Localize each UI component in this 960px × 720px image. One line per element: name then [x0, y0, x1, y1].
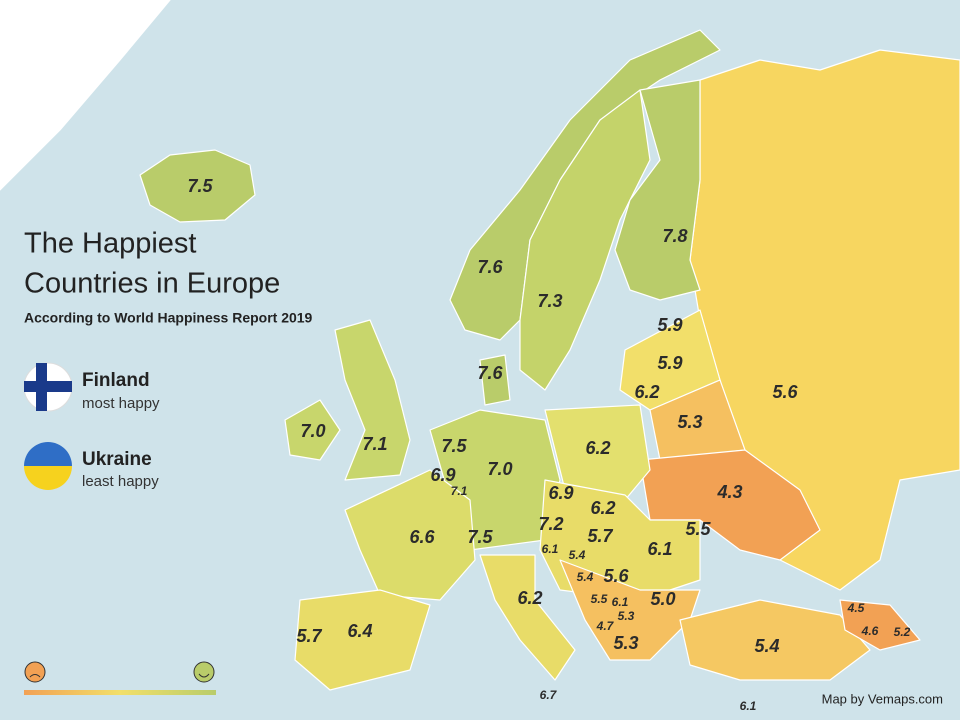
happiness-score: 7.1 — [362, 434, 387, 454]
ukraine-flag — [24, 442, 72, 490]
denmark — [479, 354, 511, 406]
highlight-note: most happy — [82, 395, 160, 412]
happiness-score: 4.3 — [716, 482, 742, 502]
happy-face — [193, 661, 215, 683]
happiness-score: 6.2 — [634, 382, 659, 402]
finland-flag-cross — [24, 381, 72, 392]
happiness-score: 7.5 — [467, 527, 493, 547]
happiness-score: 5.5 — [685, 519, 711, 539]
balkans — [559, 559, 701, 661]
highlight-note: least happy — [82, 473, 159, 490]
sad-face — [24, 661, 46, 683]
iberia — [294, 589, 431, 691]
happiness-score: 5.3 — [613, 633, 638, 653]
happiness-score: 5.3 — [677, 412, 702, 432]
happiness-score: 7.1 — [451, 484, 468, 498]
highlight-country: Finland — [82, 370, 150, 391]
happiness-score: 6.1 — [542, 542, 559, 556]
happiness-score: 6.2 — [590, 498, 615, 518]
happiness-score: 5.6 — [603, 566, 629, 586]
happiness-score: 5.3 — [618, 609, 635, 623]
russia — [689, 49, 960, 591]
happiness-score: 5.9 — [657, 353, 682, 373]
happiness-score: 7.6 — [477, 257, 503, 277]
happiness-score: 5.0 — [650, 589, 675, 609]
finland-flag-cross — [36, 363, 47, 411]
happiness-score: 6.2 — [585, 438, 610, 458]
happiness-score: 6.1 — [740, 699, 757, 713]
happiness-score: 7.5 — [187, 176, 213, 196]
happiness-score: 7.0 — [487, 459, 512, 479]
sad-face — [29, 674, 41, 678]
happiness-score: 6.1 — [647, 539, 672, 559]
happiness-score: 5.6 — [772, 382, 798, 402]
happiness-score: 5.4 — [577, 570, 594, 584]
happiness-score: 4.6 — [861, 624, 879, 638]
happiness-score: 7.5 — [441, 436, 467, 456]
happiness-score: 6.1 — [612, 595, 629, 609]
iceland — [139, 149, 256, 223]
color-scale — [24, 690, 216, 695]
happiness-score: 4.7 — [596, 619, 615, 633]
happiness-score: 5.9 — [657, 315, 682, 335]
happiness-score: 6.4 — [347, 621, 372, 641]
happiness-score: 7.2 — [538, 514, 563, 534]
happy-face — [198, 673, 210, 678]
happiness-score: 6.9 — [430, 465, 455, 485]
greenland — [0, 0, 171, 191]
poland — [544, 404, 651, 501]
happiness-score: 5.7 — [296, 626, 322, 646]
happiness-score: 5.2 — [894, 625, 911, 639]
happiness-score: 7.8 — [662, 226, 687, 246]
happiness-score: 7.6 — [477, 363, 503, 383]
happiness-score: 7.3 — [537, 291, 562, 311]
italy — [479, 554, 576, 681]
sweden — [519, 89, 651, 391]
happiness-score: 5.4 — [569, 548, 586, 562]
happiness-score: 7.0 — [300, 421, 325, 441]
highlight-country: Ukraine — [82, 449, 152, 470]
happiness-score: 6.9 — [548, 483, 573, 503]
uk — [334, 319, 411, 481]
happiness-score: 6.2 — [517, 588, 542, 608]
credit: Map by Vemaps.com — [822, 691, 943, 706]
happiness-score: 5.5 — [591, 592, 608, 606]
subtitle: According to World Happiness Report 2019 — [24, 310, 313, 326]
france — [344, 469, 476, 601]
title: Countries in Europe — [24, 268, 280, 300]
finland — [614, 79, 701, 301]
happiness-score: 6.7 — [540, 688, 558, 702]
happiness-score: 4.5 — [847, 601, 865, 615]
caucasus — [839, 599, 921, 651]
turkey — [679, 599, 871, 681]
norway — [449, 29, 721, 341]
happiness-score: 6.6 — [409, 527, 435, 547]
ireland — [284, 399, 341, 461]
happiness-score: 5.7 — [587, 526, 613, 546]
title: The Happiest — [24, 228, 197, 260]
happiness-score: 5.4 — [754, 636, 779, 656]
